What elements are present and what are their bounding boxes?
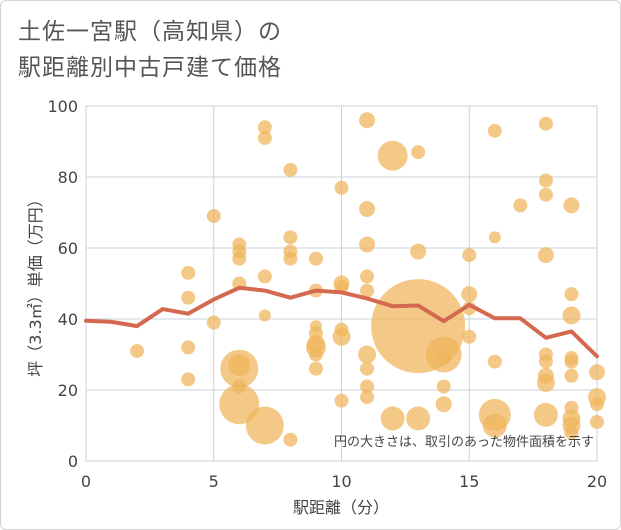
data-point bbox=[461, 286, 478, 303]
data-point bbox=[435, 396, 452, 413]
data-point bbox=[487, 123, 502, 138]
data-point bbox=[308, 347, 323, 362]
data-point bbox=[537, 247, 554, 264]
data-point bbox=[258, 309, 271, 322]
x-tick-label: 20 bbox=[587, 472, 607, 491]
average-price-line bbox=[84, 285, 599, 359]
data-point bbox=[411, 145, 426, 160]
data-point bbox=[360, 379, 375, 394]
data-point bbox=[564, 368, 579, 383]
x-tick-label: 0 bbox=[81, 472, 91, 491]
data-point bbox=[206, 315, 221, 330]
data-point bbox=[283, 162, 298, 177]
data-point bbox=[334, 393, 349, 408]
data-point bbox=[462, 248, 477, 263]
y-axis-title: 坪（3.3㎡）単価（万円） bbox=[26, 191, 45, 376]
data-point bbox=[360, 361, 375, 376]
data-point bbox=[308, 251, 323, 266]
x-tick-label: 10 bbox=[331, 472, 351, 491]
data-point bbox=[488, 231, 501, 244]
data-point bbox=[257, 120, 272, 135]
data-point bbox=[436, 351, 451, 366]
data-point bbox=[181, 290, 196, 305]
data-point bbox=[358, 345, 377, 364]
data-point bbox=[359, 236, 376, 253]
data-point bbox=[589, 364, 605, 381]
data-point bbox=[538, 354, 553, 369]
data-point bbox=[360, 283, 375, 298]
data-point bbox=[513, 198, 528, 213]
data-point bbox=[283, 251, 298, 266]
bubble-size-note: 円の大きさは、取引のあった物件面積を示す bbox=[334, 435, 594, 450]
data-point bbox=[563, 197, 580, 214]
title-line-2: 駅距離別中古戸建て価格 bbox=[18, 55, 282, 81]
data-point bbox=[232, 251, 247, 266]
data-point bbox=[462, 329, 477, 344]
data-point bbox=[487, 354, 502, 369]
data-point bbox=[245, 406, 284, 445]
y-tick-label: 100 bbox=[47, 97, 78, 116]
data-point bbox=[181, 265, 196, 280]
data-point bbox=[257, 130, 272, 145]
data-point bbox=[220, 349, 259, 388]
data-point bbox=[181, 340, 196, 355]
data-point bbox=[206, 209, 221, 224]
axis-ticks: 0 5 10 15 20 0 20 40 60 80 100 bbox=[47, 97, 607, 491]
y-tick-label: 80 bbox=[58, 168, 78, 187]
data-point bbox=[538, 173, 553, 188]
data-point bbox=[360, 269, 375, 284]
bubbles bbox=[130, 112, 606, 447]
plot-area-border bbox=[85, 105, 598, 462]
y-tick-label: 40 bbox=[58, 310, 78, 329]
data-point bbox=[283, 230, 298, 245]
x-axis-title: 駅距離（分） bbox=[293, 498, 389, 517]
data-point bbox=[564, 425, 579, 440]
data-point bbox=[590, 414, 604, 429]
data-point bbox=[562, 306, 581, 325]
data-point bbox=[219, 384, 260, 425]
title-line-1: 土佐一宮駅（高知県）の bbox=[18, 19, 282, 45]
data-point bbox=[482, 413, 507, 438]
data-point bbox=[377, 140, 408, 171]
data-point bbox=[538, 116, 553, 131]
trend-line bbox=[84, 285, 599, 359]
y-tick-label: 20 bbox=[58, 381, 78, 400]
data-point bbox=[590, 397, 604, 412]
data-point bbox=[359, 200, 376, 217]
data-point bbox=[436, 379, 451, 394]
data-point bbox=[538, 187, 553, 202]
data-point bbox=[308, 361, 323, 376]
data-point bbox=[564, 354, 579, 369]
data-point bbox=[406, 406, 431, 431]
data-point bbox=[334, 180, 349, 195]
data-point bbox=[283, 432, 298, 447]
data-point bbox=[533, 402, 558, 427]
data-point bbox=[564, 287, 579, 302]
data-point bbox=[181, 372, 196, 387]
chart-title: 土佐一宮駅（高知県）の 駅距離別中古戸建て価格 bbox=[18, 14, 282, 86]
y-tick-label: 0 bbox=[68, 452, 78, 471]
data-point bbox=[332, 327, 351, 346]
y-tick-label: 60 bbox=[58, 239, 78, 258]
data-point bbox=[410, 243, 427, 260]
data-point bbox=[130, 343, 145, 358]
x-tick-label: 5 bbox=[209, 472, 219, 491]
data-point bbox=[380, 406, 405, 431]
data-point bbox=[360, 390, 375, 405]
data-point bbox=[536, 373, 555, 392]
x-tick-label: 15 bbox=[459, 472, 479, 491]
data-point bbox=[359, 112, 376, 129]
data-point bbox=[257, 269, 272, 284]
